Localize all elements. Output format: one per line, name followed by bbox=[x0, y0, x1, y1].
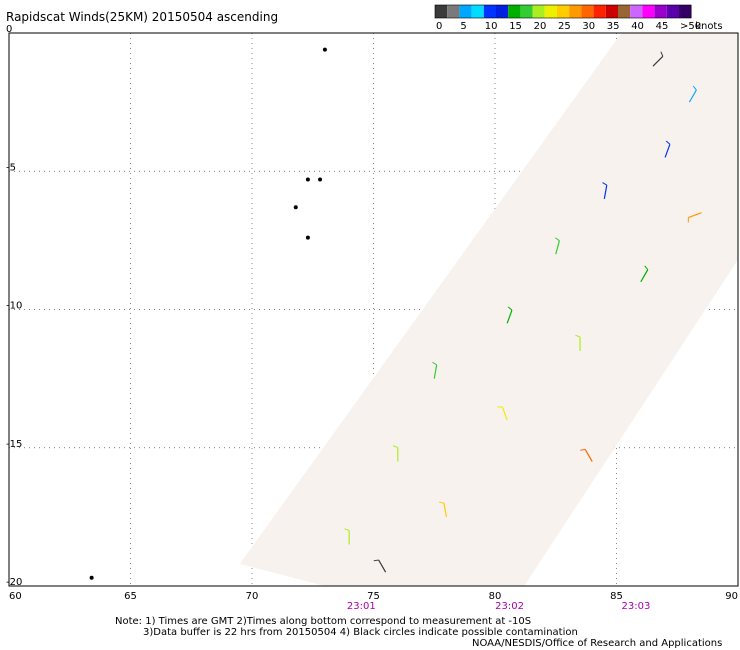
legend-swatch bbox=[520, 5, 533, 18]
time-label: 23:01 bbox=[347, 601, 376, 612]
y-tick-label: 0 bbox=[6, 24, 12, 35]
legend-swatch bbox=[435, 5, 448, 18]
legend-label: >50 bbox=[680, 21, 701, 32]
y-tick-label: -15 bbox=[6, 439, 22, 450]
wind-barb bbox=[555, 240, 560, 255]
wind-barb-flag bbox=[602, 182, 608, 186]
time-label: 23:03 bbox=[622, 601, 651, 612]
x-tick-label: 90 bbox=[725, 591, 738, 602]
wind-barb bbox=[664, 144, 671, 158]
legend-swatch bbox=[679, 5, 692, 18]
legend-label: 45 bbox=[656, 21, 669, 32]
wind-barb-flag bbox=[507, 306, 513, 311]
legend-label: 20 bbox=[534, 21, 547, 32]
legend-label: 10 bbox=[485, 21, 498, 32]
island bbox=[89, 575, 94, 580]
legend-swatch bbox=[496, 5, 509, 18]
legend-swatch bbox=[483, 5, 496, 18]
island bbox=[293, 205, 298, 210]
y-tick-label: -20 bbox=[6, 577, 22, 588]
time-label: 23:02 bbox=[495, 601, 524, 612]
legend-swatch bbox=[557, 5, 570, 18]
wind-barb-flag bbox=[373, 559, 379, 562]
swath-region bbox=[239, 33, 739, 586]
legend-label: 40 bbox=[631, 21, 644, 32]
wind-barb bbox=[584, 449, 593, 462]
wind-barb bbox=[603, 185, 608, 200]
plot-frame bbox=[8, 32, 739, 587]
chart-title: Rapidscat Winds(25KM) 20150504 ascending bbox=[6, 10, 278, 24]
x-tick-label: 70 bbox=[246, 591, 259, 602]
legend-swatch bbox=[544, 5, 557, 18]
wind-barb bbox=[501, 406, 508, 421]
x-tick-label: 80 bbox=[489, 591, 502, 602]
wind-barb bbox=[443, 502, 447, 517]
wind-barb bbox=[652, 55, 664, 67]
legend-swatch bbox=[447, 5, 460, 18]
wind-barb bbox=[506, 309, 513, 324]
y-tick-label: -5 bbox=[6, 162, 16, 173]
x-tick-labels: 60 65 70 75 80 85 90 bbox=[9, 591, 738, 602]
island bbox=[322, 47, 327, 52]
legend-swatch bbox=[666, 5, 679, 18]
wind-barb bbox=[688, 212, 702, 219]
y-tick-labels: 0 -5 -10 -15 -20 bbox=[6, 24, 22, 588]
wind-barb-flag bbox=[432, 361, 437, 366]
legend-label: 5 bbox=[460, 21, 466, 32]
wind-barb-flag bbox=[575, 334, 581, 338]
legend-swatch bbox=[654, 5, 667, 18]
time-labels: 23:01 23:02 23:03 bbox=[347, 601, 650, 612]
note-line-3: NOAA/NESDIS/Office of Research and Appli… bbox=[472, 638, 722, 649]
legend-swatch bbox=[605, 5, 618, 18]
island bbox=[305, 177, 310, 182]
wind-barb-flag bbox=[438, 501, 445, 504]
legend-swatch bbox=[593, 5, 606, 18]
wind-barb-flag bbox=[392, 445, 398, 449]
x-tick-label: 60 bbox=[9, 591, 22, 602]
legend-swatch bbox=[581, 5, 594, 18]
legend-swatch bbox=[459, 5, 472, 18]
wind-barb-flag bbox=[692, 85, 697, 91]
legend-swatch bbox=[532, 5, 545, 18]
x-tick-label: 65 bbox=[124, 591, 137, 602]
legend-label: 25 bbox=[558, 21, 571, 32]
note-line-1: Note: 1) Times are GMT 2)Times along bot… bbox=[115, 616, 531, 627]
legend-swatch bbox=[642, 5, 655, 18]
wind-barb bbox=[640, 269, 649, 283]
wind-barb-flag bbox=[344, 528, 350, 531]
wind-barb bbox=[688, 89, 697, 103]
legend-border bbox=[434, 4, 692, 19]
legend-label: 30 bbox=[582, 21, 595, 32]
wind-barb-flag bbox=[665, 140, 671, 145]
legend-swatch bbox=[569, 5, 582, 18]
legend-swatch bbox=[471, 5, 484, 18]
legend-swatch bbox=[508, 5, 521, 18]
x-tick-label: 75 bbox=[367, 591, 380, 602]
wind-barb-flag bbox=[555, 237, 560, 242]
island bbox=[305, 235, 310, 240]
island bbox=[318, 177, 323, 182]
legend-swatch bbox=[618, 5, 631, 18]
legend-label: 35 bbox=[607, 21, 620, 32]
wind-barb bbox=[378, 559, 387, 573]
legend-swatch bbox=[630, 5, 643, 18]
wind-barb-flag bbox=[660, 51, 664, 57]
islands bbox=[89, 47, 327, 580]
wind-barb-flag bbox=[580, 448, 586, 451]
x-tick-label: 85 bbox=[610, 591, 623, 602]
legend-label: 0 bbox=[436, 21, 442, 32]
wind-barbs bbox=[344, 51, 702, 573]
wind-barb-flag bbox=[644, 265, 649, 271]
y-tick-label: -10 bbox=[6, 301, 22, 312]
note-line-2: 3)Data buffer is 22 hrs from 20150504 4)… bbox=[143, 627, 578, 638]
wind-barb bbox=[433, 364, 438, 379]
legend-label: 15 bbox=[509, 21, 522, 32]
legend-unit: knots bbox=[695, 21, 722, 32]
